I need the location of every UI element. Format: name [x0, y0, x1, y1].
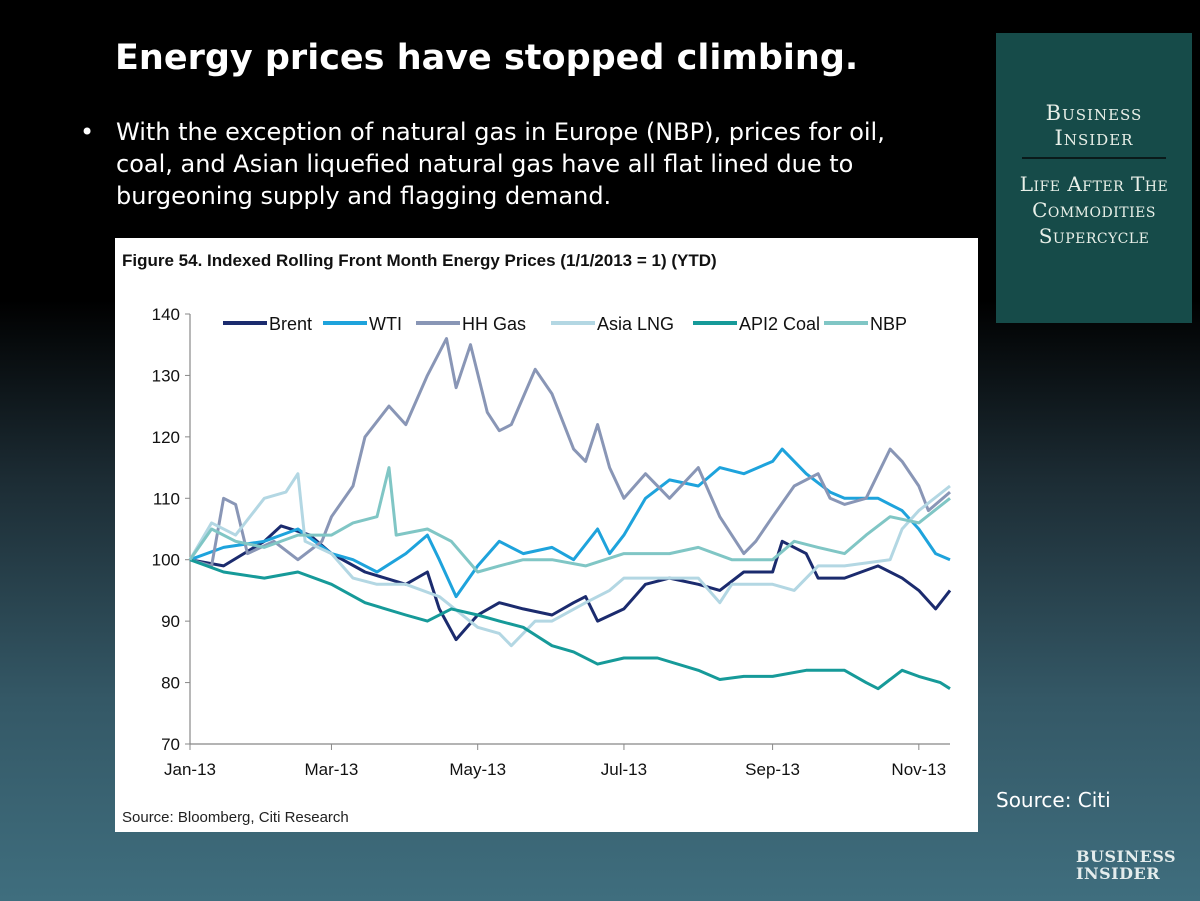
- business-insider-logo: BUSINESS INSIDER: [1076, 847, 1177, 883]
- legend-label: HH Gas: [462, 314, 526, 334]
- business-insider-panel: Business Insider Life After The Commodit…: [996, 33, 1192, 323]
- series-line-hh-gas: [189, 337, 951, 568]
- x-tick-label: Jul-13: [601, 760, 647, 779]
- line-chart: Figure 54. Indexed Rolling Front Month E…: [122, 251, 952, 826]
- legend-label: API2 Coal: [739, 314, 820, 334]
- y-tick-label: 80: [161, 674, 180, 693]
- bullet-marker: •: [80, 118, 95, 146]
- panel-subtitle: Life After The Commodities Supercycle: [996, 171, 1192, 249]
- slide-title: Energy prices have stopped climbing.: [115, 38, 859, 78]
- legend-item: NBP: [824, 314, 907, 334]
- y-tick-label: 70: [161, 735, 180, 754]
- series-line-api2-coal: [189, 558, 951, 691]
- panel-brand-line: Insider: [1054, 126, 1134, 150]
- y-tick-label: 140: [152, 305, 180, 324]
- panel-brand: Business Insider: [996, 101, 1192, 151]
- legend-label: Brent: [269, 314, 312, 334]
- legend-label: WTI: [369, 314, 402, 334]
- legend-item: Brent: [223, 314, 312, 334]
- y-tick-label: 110: [153, 489, 180, 508]
- y-tick-label: 130: [152, 366, 180, 385]
- x-tick-label: Nov-13: [891, 760, 946, 779]
- y-tick-label: 90: [161, 612, 180, 631]
- x-tick-label: May-13: [449, 760, 506, 779]
- chart-title: Figure 54. Indexed Rolling Front Month E…: [122, 251, 717, 270]
- legend-item: Asia LNG: [551, 314, 674, 334]
- panel-brand-line: Business: [1045, 101, 1143, 125]
- legend-item: HH Gas: [416, 314, 526, 334]
- panel-divider: [1022, 157, 1166, 159]
- x-tick-label: Jan-13: [164, 760, 216, 779]
- series-line-nbp: [188, 466, 951, 574]
- x-tick-label: Mar-13: [305, 760, 359, 779]
- y-tick-label: 100: [152, 551, 180, 570]
- slide-source: Source: Citi: [996, 788, 1111, 812]
- series-line-wti: [189, 447, 951, 599]
- series-line-asia-lng: [188, 472, 951, 648]
- x-tick-label: Sep-13: [745, 760, 800, 779]
- chart-source-note: Source: Bloomberg, Citi Research: [122, 809, 349, 826]
- series-line-brent: [189, 524, 952, 642]
- panel-subtitle-line: Commodities: [1032, 198, 1156, 222]
- chart-container: Figure 54. Indexed Rolling Front Month E…: [115, 238, 978, 832]
- bullet-text: With the exception of natural gas in Eur…: [116, 118, 885, 210]
- legend-label: NBP: [870, 314, 907, 334]
- panel-subtitle-line: Supercycle: [1038, 224, 1150, 248]
- y-tick-label: 120: [152, 428, 180, 447]
- legend-item: WTI: [323, 314, 402, 334]
- legend-label: Asia LNG: [597, 314, 674, 334]
- legend-item: API2 Coal: [693, 314, 820, 334]
- panel-subtitle-line: Life After The: [1019, 172, 1169, 196]
